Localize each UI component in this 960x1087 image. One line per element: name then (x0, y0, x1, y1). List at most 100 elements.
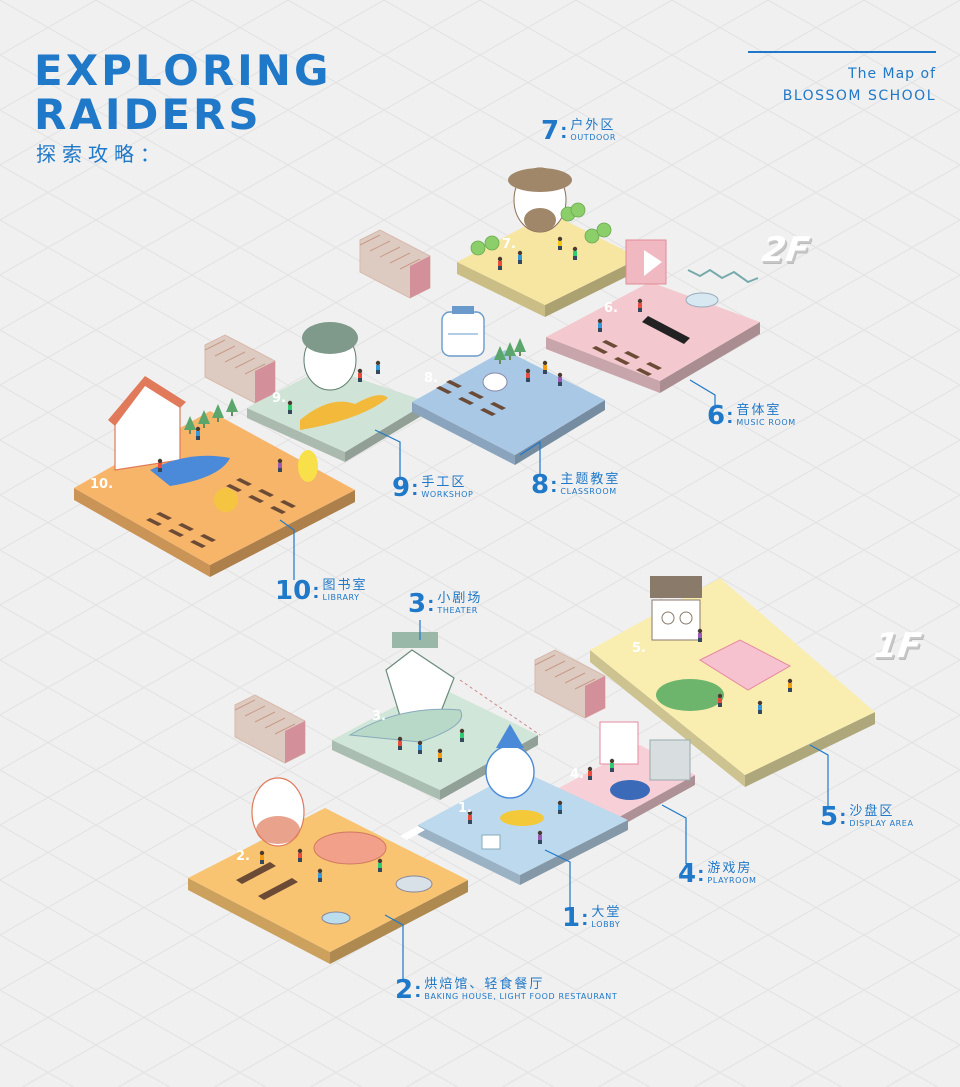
person-figure (537, 830, 543, 844)
area-label-display-area[interactable]: 5: 沙盘区 DISPLAY AREA (820, 802, 914, 832)
slab-right-face (610, 775, 695, 832)
slab-right-face (520, 820, 628, 885)
area-label-music-room[interactable]: 6: 音体室 MUSIC ROOM (707, 401, 796, 431)
reception-desk (481, 834, 501, 850)
area-name-en: LOBBY (591, 920, 621, 929)
person-figure (717, 693, 723, 707)
person-figure (459, 728, 465, 742)
desk (156, 512, 172, 520)
washing-machines (649, 739, 691, 781)
person-figure (497, 256, 503, 270)
area-label-lobby[interactable]: 1: 大堂 LOBBY (562, 903, 622, 933)
bush (484, 235, 500, 251)
person-figure (557, 236, 563, 250)
slab-left-face (247, 408, 345, 462)
bush (596, 222, 612, 238)
bunting (459, 679, 541, 736)
slab-left-face (332, 740, 440, 800)
leader-music (689, 379, 716, 405)
slab-top (412, 350, 605, 455)
person-figure (542, 360, 548, 374)
area-name-en: BAKING HOUSE, LIGHT FOOD RESTAURANT (424, 992, 618, 1001)
person-figure (157, 458, 163, 472)
area-label-library[interactable]: 10: 图书室 LIBRARY (275, 576, 368, 606)
area-number: 9 (392, 473, 411, 503)
desk (200, 534, 216, 542)
desk (592, 346, 608, 354)
title-line-2: RAIDERS (34, 90, 262, 139)
area-label-baking-house[interactable]: 2: 烘焙馆、轻食餐厅 BAKING HOUSE, LIGHT FOOD RESTA… (395, 975, 618, 1005)
map-of-label: The Map of (848, 66, 936, 82)
mascot-face-workshop (302, 322, 358, 391)
area-tag: 5. (632, 641, 646, 656)
person-figure (195, 426, 201, 440)
slab-right-face (210, 490, 355, 577)
sun-reading-seat (214, 488, 238, 512)
green-mound (656, 679, 724, 711)
piano (642, 316, 690, 344)
slab-right-face (330, 880, 468, 964)
desk (436, 386, 452, 394)
leader-workshop (374, 429, 401, 478)
library-house (108, 376, 186, 471)
person-figure (277, 458, 283, 472)
area-label-theater[interactable]: 3: 小剧场 THEATER (408, 589, 483, 619)
desk (270, 506, 286, 514)
area-name-en: OUTDOOR (570, 133, 616, 142)
craft-table (300, 395, 388, 430)
area-label-playroom[interactable]: 4: 游戏房 PLAYROOM (678, 859, 757, 889)
area-tag: 9. (272, 391, 286, 406)
person-figure (417, 740, 423, 754)
tree (198, 410, 210, 428)
area-tag: 1. (458, 801, 472, 816)
desk (258, 489, 274, 497)
desk (248, 495, 264, 503)
slab-right-face (545, 258, 640, 317)
area-name-en: THEATER (437, 606, 478, 615)
slab-left-face (457, 262, 545, 317)
slab-right-face (660, 322, 760, 393)
area-label-outdoor[interactable]: 7: 户外区 OUTDOOR (541, 116, 616, 146)
tree (184, 416, 196, 434)
music-sign-triangle (644, 250, 662, 276)
slab-right-face (345, 402, 428, 462)
area-number: 10 (275, 576, 312, 606)
area-name-en: MUSIC ROOM (736, 418, 796, 427)
desk (146, 518, 162, 526)
area-number: 1 (562, 903, 581, 933)
fountain (685, 292, 719, 308)
slab-left-face (188, 878, 330, 964)
area-tag: 10. (90, 477, 113, 492)
mascot-face-outdoor (508, 167, 572, 233)
area-number: 7 (541, 116, 560, 146)
person-figure (697, 628, 703, 642)
person-figure (297, 848, 303, 862)
area-name-cn: 游戏房 (707, 861, 753, 876)
corridor-1 (400, 826, 425, 840)
desk (190, 540, 206, 548)
desk (468, 391, 484, 399)
bush (470, 240, 486, 256)
area-name-cn: 图书室 (322, 578, 368, 593)
person-figure (609, 758, 615, 772)
person-figure (525, 368, 531, 382)
stairs-1f-down (234, 694, 306, 764)
area-tag: 8. (424, 371, 438, 386)
area-name-en: LIBRARY (322, 593, 360, 602)
bush (584, 228, 600, 244)
area-number: 4 (678, 859, 697, 889)
area-name-en: PLAYROOM (707, 876, 757, 885)
tree (514, 338, 526, 356)
desk (614, 357, 630, 365)
person-figure (787, 678, 793, 692)
person-figure (377, 858, 383, 872)
area-label-classroom[interactable]: 8: 主题教室 CLASSROOM (531, 470, 621, 500)
person-figure (317, 868, 323, 882)
person-figure (357, 368, 363, 382)
area-label-workshop[interactable]: 9: 手工区 WORKSHOP (392, 473, 474, 503)
room-baking (188, 808, 468, 964)
pool (321, 911, 351, 925)
person-figure (597, 318, 603, 332)
stairs-2f-up (359, 229, 431, 299)
round-counter (313, 831, 387, 865)
